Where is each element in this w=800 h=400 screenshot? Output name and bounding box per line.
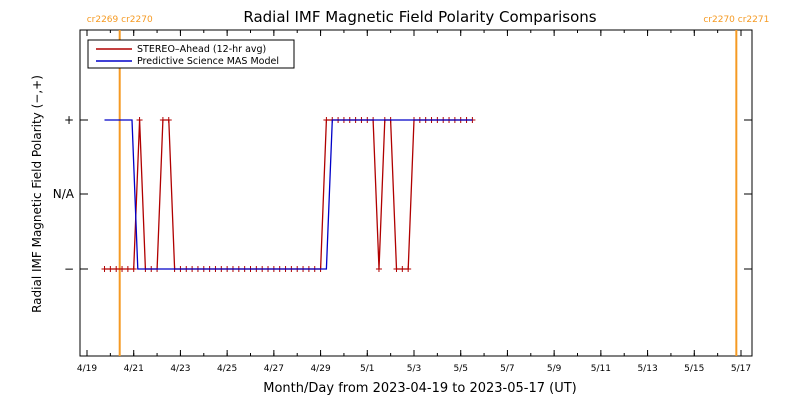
x-tick-label: 5/7	[500, 364, 514, 374]
rotation-markers: cr2269 cr2270 cr2270 cr2271	[87, 15, 769, 356]
x-tick-label: 5/3	[407, 364, 421, 374]
x-tick-label: 5/13	[637, 364, 657, 374]
x-tick-label: 5/11	[591, 364, 611, 374]
x-tick-label: 4/27	[264, 364, 284, 374]
stereo-series-line	[104, 119, 473, 270]
stereo-data-point	[159, 117, 166, 123]
x-tick-label: 5/17	[731, 364, 751, 374]
x-tick-label: 4/19	[77, 364, 97, 374]
y-axis-label: Radial IMF Magnetic Field Polarity (−,+)	[30, 75, 44, 313]
y-tick-label: +	[64, 113, 74, 127]
carrington-rotation-label: cr2269 cr2270	[87, 15, 153, 25]
x-tick-label: 4/25	[217, 364, 237, 374]
x-tick-label: 4/21	[124, 364, 144, 374]
x-tick-label: 4/23	[170, 364, 190, 374]
stereo-data-point	[101, 266, 108, 272]
stereo-data-point	[393, 266, 400, 272]
stereo-data-point	[165, 117, 172, 123]
stereo-data-point	[119, 266, 126, 272]
legend: STEREO–Ahead (12-hr avg) Predictive Scie…	[87, 39, 295, 69]
x-axis-label: Month/Day from 2023-04-19 to 2023-05-17 …	[263, 381, 576, 396]
chart-title: Radial IMF Magnetic Field Polarity Compa…	[243, 8, 596, 26]
stereo-data-point	[130, 266, 137, 272]
stereo-data-point	[136, 117, 143, 123]
stereo-data-point	[124, 266, 131, 272]
stereo-data-point	[399, 266, 406, 272]
x-tick-label: 5/9	[547, 364, 562, 374]
stereo-data-point	[113, 266, 120, 272]
stereo-data-point	[107, 266, 114, 272]
series-layer	[101, 117, 476, 272]
legend-box	[87, 39, 295, 69]
x-axis-ticks: 4/19 4/21 4/23 4/25 4/27 4/29 5/1 5/3 5/5 5/7 5/9 5…	[77, 30, 751, 374]
stereo-data-point	[405, 266, 412, 272]
x-tick-label: 4/29	[310, 364, 330, 374]
plot-frame	[79, 29, 753, 357]
y-axis-ticks: + N/A −	[53, 113, 752, 276]
legend-label-stereo: STEREO–Ahead (12-hr avg)	[137, 44, 266, 55]
x-tick-label: 5/1	[360, 364, 374, 374]
x-tick-label: 5/15	[684, 364, 704, 374]
y-tick-label: −	[64, 262, 74, 276]
y-tick-label: N/A	[53, 187, 75, 201]
stereo-data-point	[375, 266, 382, 272]
legend-label-mas: Predictive Science MAS Model	[137, 56, 279, 67]
x-tick-label: 5/5	[453, 364, 467, 374]
stereo-data-point	[323, 117, 330, 123]
mas-model-series-line	[104, 119, 473, 270]
carrington-rotation-label: cr2270 cr2271	[703, 15, 769, 25]
